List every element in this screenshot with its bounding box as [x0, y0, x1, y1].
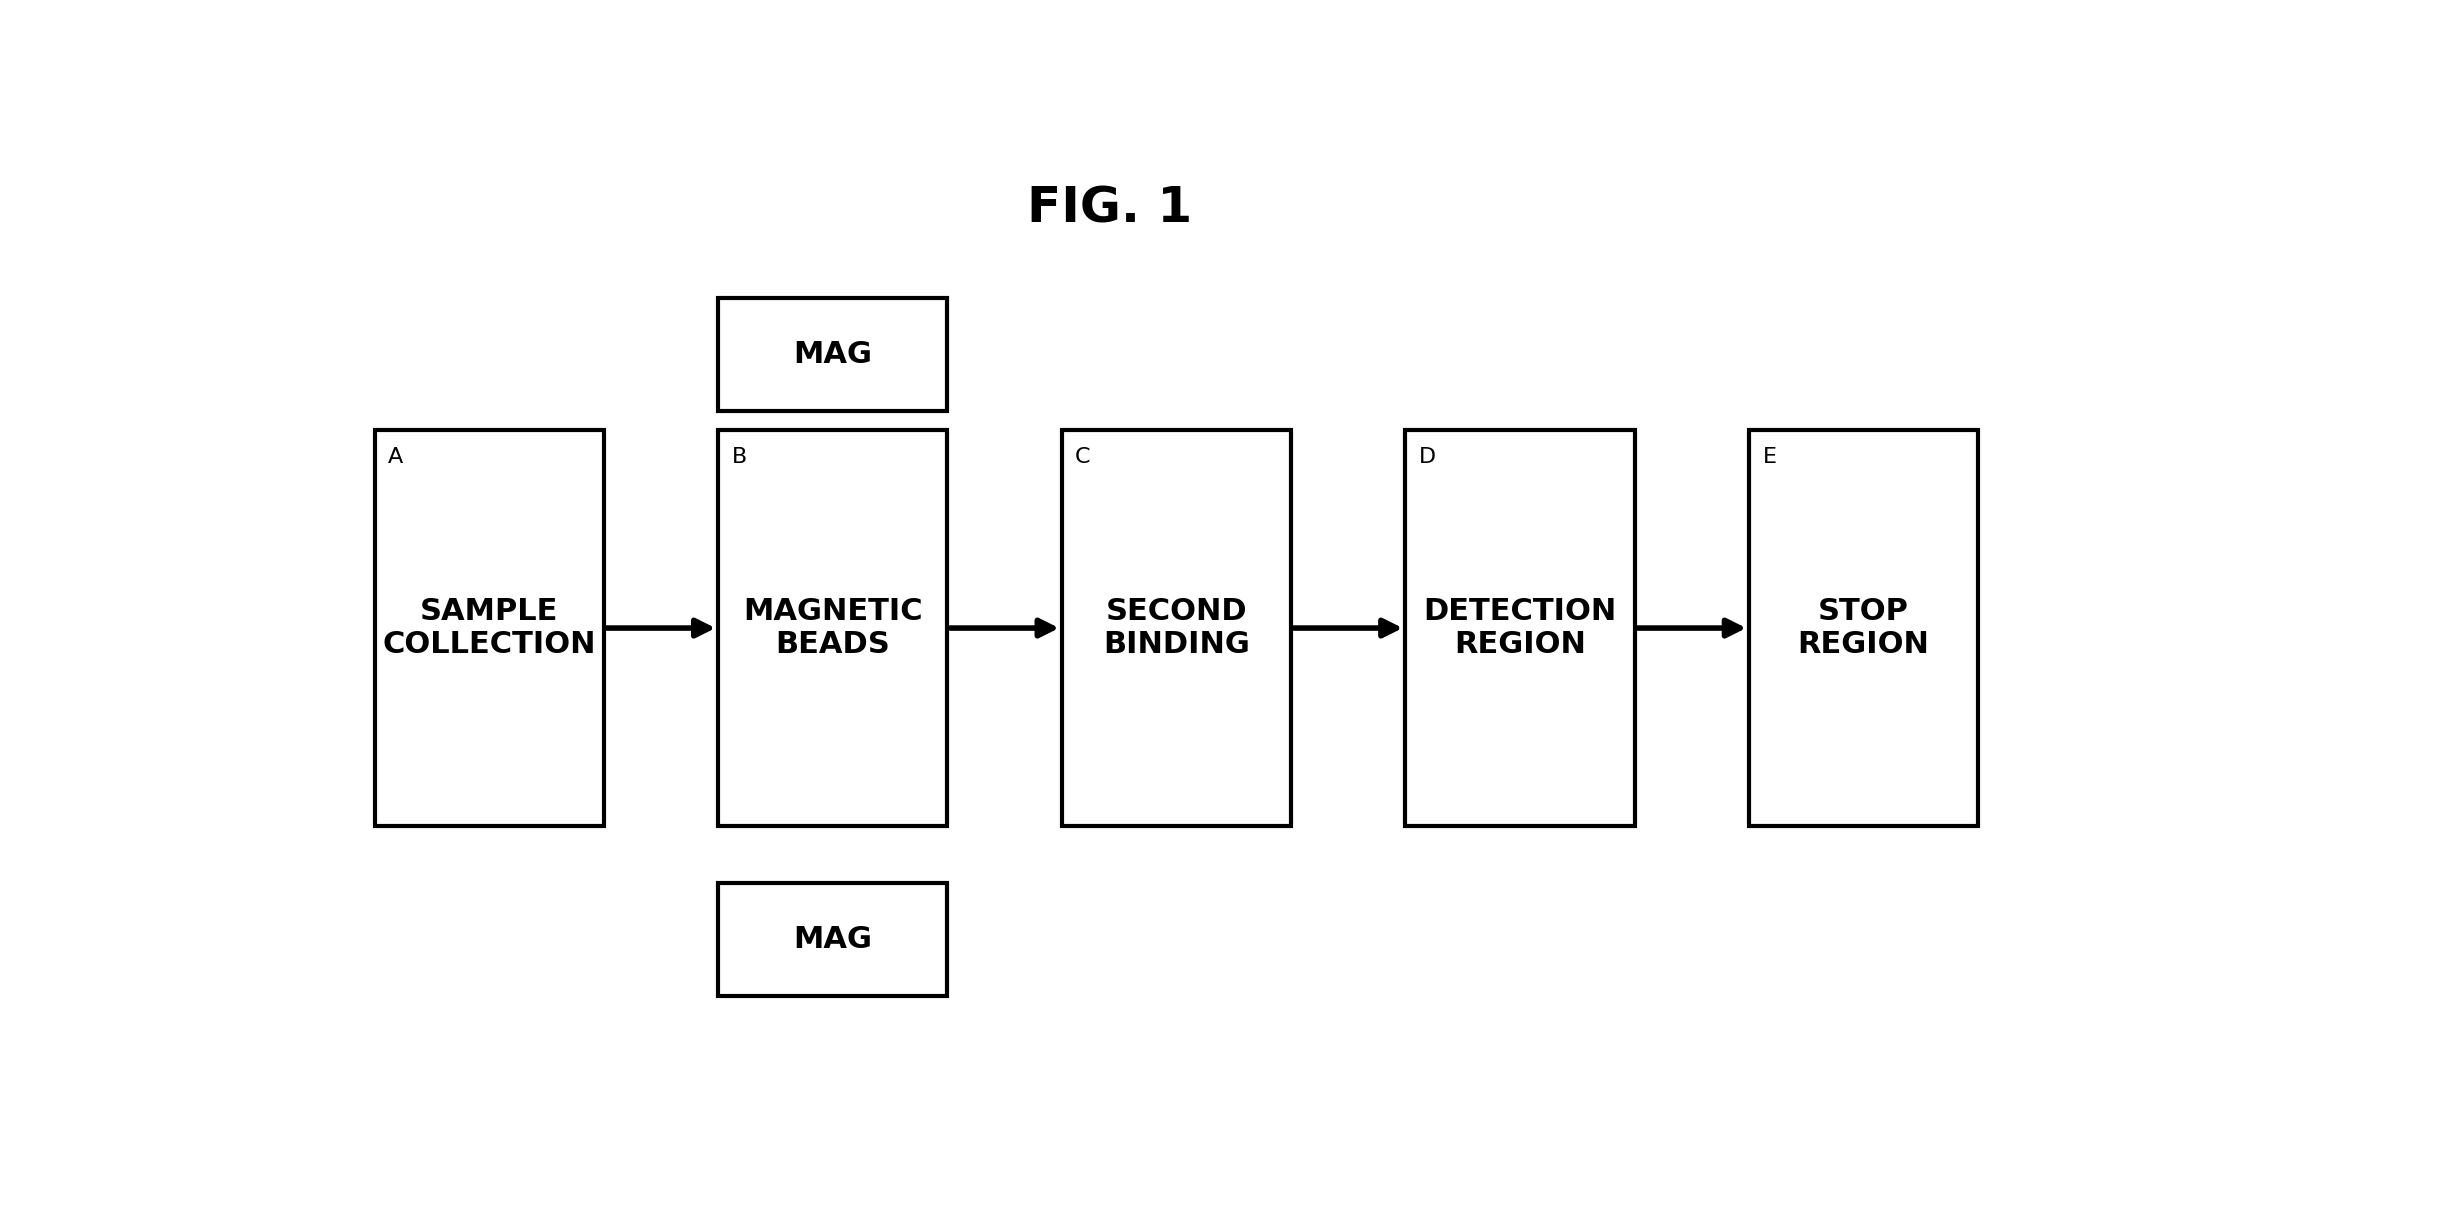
Bar [1406, 430, 1635, 826]
Text: D: D [1419, 447, 1436, 467]
Text: A: A [389, 447, 404, 467]
Text: C: C [1076, 447, 1091, 467]
Text: SECOND
BINDING: SECOND BINDING [1103, 597, 1249, 659]
Text: E: E [1764, 447, 1776, 467]
Text: MAG: MAG [793, 341, 872, 369]
Text: MAGNETIC
BEADS: MAGNETIC BEADS [744, 597, 924, 659]
Text: FIG. 1: FIG. 1 [1027, 185, 1192, 233]
Bar [374, 430, 603, 826]
Bar [719, 298, 948, 412]
Text: SAMPLE
COLLECTION: SAMPLE COLLECTION [382, 597, 596, 659]
Bar [1062, 430, 1291, 826]
Text: MAG: MAG [793, 925, 872, 954]
Text: B: B [732, 447, 746, 467]
Text: DETECTION
REGION: DETECTION REGION [1424, 597, 1616, 659]
Text: STOP
REGION: STOP REGION [1798, 597, 1929, 659]
Bar [1749, 430, 1978, 826]
Bar [719, 883, 948, 996]
Bar [719, 430, 948, 826]
